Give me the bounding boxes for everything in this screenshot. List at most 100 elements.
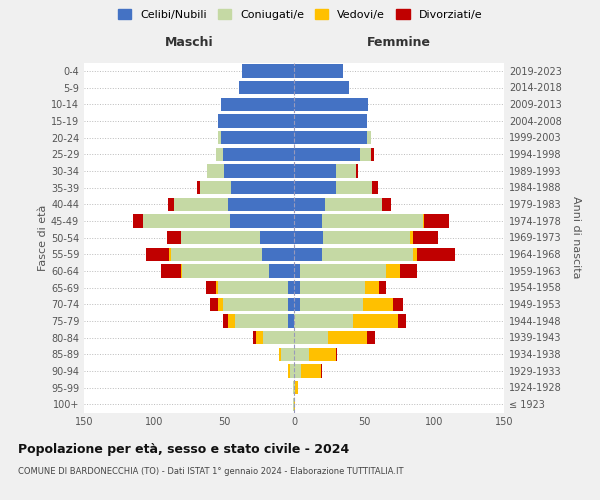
Bar: [386, 264, 400, 278]
Bar: [356, 164, 358, 177]
Bar: [413, 231, 438, 244]
Bar: [294, 131, 367, 144]
Text: Popolazione per età, sesso e stato civile - 2024: Popolazione per età, sesso e stato civil…: [18, 442, 349, 456]
Bar: [133, 214, 143, 228]
Bar: [410, 231, 413, 244]
Text: COMUNE DI BARDONECCHIA (TO) - Dati ISTAT 1° gennaio 2024 - Elaborazione TUTTITAL: COMUNE DI BARDONECCHIA (TO) - Dati ISTAT…: [18, 468, 404, 476]
Bar: [394, 298, 403, 311]
Bar: [269, 264, 294, 278]
Bar: [294, 148, 360, 161]
Bar: [336, 164, 356, 177]
Bar: [362, 298, 394, 311]
Text: Maschi: Maschi: [164, 36, 214, 49]
Bar: [294, 231, 323, 244]
Bar: [278, 348, 281, 361]
Bar: [423, 214, 424, 228]
Bar: [323, 231, 410, 244]
Bar: [215, 148, 223, 161]
Bar: [322, 248, 413, 261]
Bar: [320, 364, 322, 378]
Bar: [360, 148, 371, 161]
Bar: [294, 331, 328, 344]
Bar: [218, 131, 221, 144]
Bar: [367, 331, 375, 344]
Bar: [146, 248, 169, 261]
Bar: [224, 164, 294, 177]
Bar: [294, 381, 295, 394]
Text: Femmine: Femmine: [367, 36, 431, 49]
Bar: [373, 181, 378, 194]
Bar: [262, 248, 294, 261]
Bar: [379, 281, 386, 294]
Bar: [167, 231, 181, 244]
Bar: [168, 198, 173, 211]
Bar: [223, 298, 289, 311]
Bar: [382, 198, 391, 211]
Bar: [235, 314, 289, 328]
Bar: [294, 281, 299, 294]
Bar: [281, 348, 294, 361]
Bar: [200, 181, 231, 194]
Bar: [294, 114, 367, 128]
Bar: [253, 331, 256, 344]
Bar: [221, 131, 294, 144]
Legend: Celibi/Nubili, Coniugati/e, Vedovi/e, Divorziati/e: Celibi/Nubili, Coniugati/e, Vedovi/e, Di…: [115, 6, 485, 23]
Bar: [161, 264, 181, 278]
Bar: [289, 364, 290, 378]
Bar: [353, 314, 398, 328]
Bar: [223, 314, 228, 328]
Bar: [294, 64, 343, 78]
Bar: [294, 181, 336, 194]
Bar: [256, 331, 263, 344]
Bar: [263, 331, 294, 344]
Bar: [260, 231, 294, 244]
Bar: [293, 381, 294, 394]
Bar: [294, 364, 301, 378]
Bar: [294, 98, 368, 111]
Bar: [289, 281, 294, 294]
Bar: [325, 198, 382, 211]
Bar: [294, 214, 322, 228]
Bar: [299, 264, 386, 278]
Bar: [228, 314, 235, 328]
Bar: [171, 248, 262, 261]
Bar: [218, 298, 223, 311]
Bar: [197, 181, 200, 194]
Bar: [210, 298, 218, 311]
Y-axis label: Anni di nascita: Anni di nascita: [571, 196, 581, 278]
Bar: [181, 231, 260, 244]
Bar: [215, 281, 218, 294]
Bar: [223, 148, 294, 161]
Bar: [239, 81, 294, 94]
Bar: [322, 214, 423, 228]
Bar: [294, 198, 325, 211]
Bar: [181, 264, 182, 278]
Bar: [207, 164, 224, 177]
Bar: [173, 198, 228, 211]
Bar: [294, 248, 322, 261]
Bar: [294, 81, 349, 94]
Bar: [289, 298, 294, 311]
Bar: [365, 281, 379, 294]
Bar: [242, 64, 294, 78]
Bar: [299, 298, 362, 311]
Bar: [289, 314, 294, 328]
Bar: [293, 398, 294, 411]
Bar: [218, 281, 289, 294]
Y-axis label: Fasce di età: Fasce di età: [38, 204, 48, 270]
Bar: [290, 364, 294, 378]
Bar: [367, 131, 371, 144]
Bar: [294, 164, 336, 177]
Bar: [182, 264, 269, 278]
Bar: [294, 264, 299, 278]
Bar: [336, 348, 337, 361]
Bar: [295, 381, 298, 394]
Bar: [169, 248, 171, 261]
Bar: [398, 314, 406, 328]
Bar: [336, 181, 373, 194]
Bar: [294, 348, 310, 361]
Bar: [294, 398, 295, 411]
Bar: [294, 298, 299, 311]
Bar: [221, 98, 294, 111]
Bar: [424, 214, 449, 228]
